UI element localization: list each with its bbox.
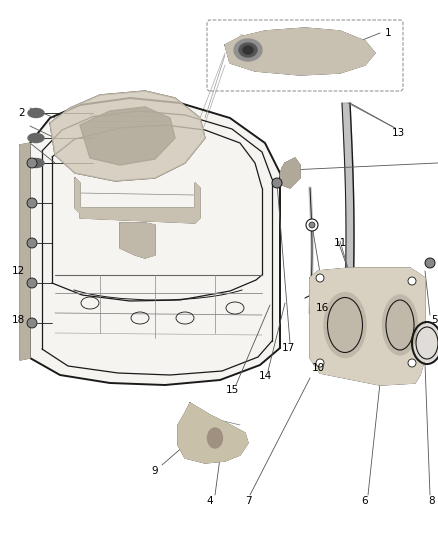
Circle shape — [425, 258, 435, 268]
Text: 13: 13 — [392, 128, 405, 138]
Circle shape — [316, 359, 324, 367]
Ellipse shape — [239, 43, 257, 57]
Text: 10: 10 — [311, 363, 325, 373]
Text: 1: 1 — [385, 28, 391, 38]
Text: 18: 18 — [11, 315, 25, 325]
Polygon shape — [225, 28, 375, 75]
Circle shape — [408, 359, 416, 367]
Text: 9: 9 — [152, 466, 158, 476]
Circle shape — [27, 238, 37, 248]
Text: 17: 17 — [281, 343, 295, 353]
Ellipse shape — [382, 295, 417, 355]
Text: 2: 2 — [19, 108, 25, 118]
Circle shape — [309, 222, 315, 228]
Text: 7: 7 — [245, 496, 251, 506]
Circle shape — [27, 278, 37, 288]
Polygon shape — [310, 268, 425, 385]
Circle shape — [306, 219, 318, 231]
Text: 8: 8 — [429, 496, 435, 506]
Text: 11: 11 — [333, 238, 346, 248]
Text: 5: 5 — [432, 315, 438, 325]
Text: 14: 14 — [258, 371, 272, 381]
Polygon shape — [280, 158, 300, 188]
Circle shape — [408, 277, 416, 285]
Ellipse shape — [208, 428, 223, 448]
Circle shape — [27, 158, 37, 168]
Polygon shape — [50, 91, 205, 181]
Text: 4: 4 — [207, 496, 213, 506]
Circle shape — [27, 318, 37, 328]
Ellipse shape — [28, 133, 44, 142]
Text: 16: 16 — [315, 303, 328, 313]
Text: 15: 15 — [226, 385, 239, 395]
Circle shape — [316, 274, 324, 282]
Ellipse shape — [234, 39, 262, 61]
Polygon shape — [75, 178, 200, 223]
Polygon shape — [120, 223, 155, 258]
Circle shape — [272, 178, 282, 188]
Circle shape — [27, 198, 37, 208]
Polygon shape — [20, 143, 30, 360]
Polygon shape — [342, 103, 354, 368]
Text: 6: 6 — [362, 496, 368, 506]
Polygon shape — [80, 107, 175, 165]
Ellipse shape — [324, 293, 366, 358]
Ellipse shape — [28, 109, 44, 117]
Text: 12: 12 — [11, 266, 25, 276]
Ellipse shape — [414, 325, 438, 361]
Ellipse shape — [243, 46, 253, 54]
Polygon shape — [178, 403, 248, 463]
Polygon shape — [30, 98, 280, 385]
Ellipse shape — [28, 158, 44, 167]
